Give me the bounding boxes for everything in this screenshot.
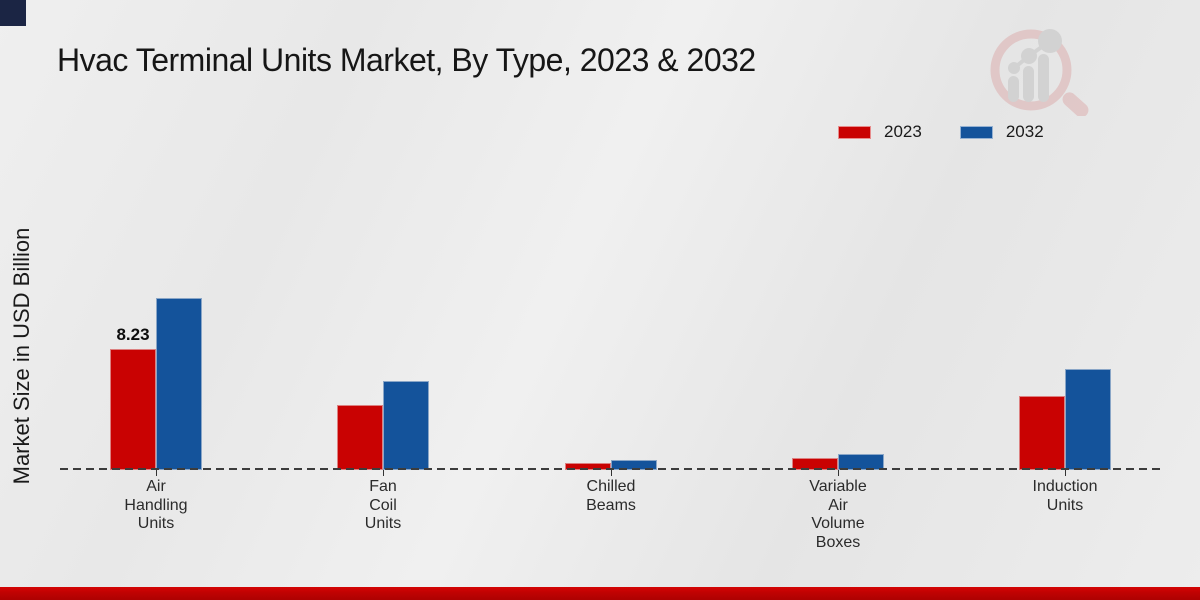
bar-2032-fan-coil-units: [383, 381, 429, 470]
bar-2023-air-handling-units: [110, 349, 156, 470]
legend-label-2023: 2023: [884, 122, 922, 141]
legend-swatch-2023: [838, 125, 871, 139]
bar-2032-air-handling-units: [156, 298, 202, 470]
legend: 2023 2032: [838, 118, 1044, 146]
bar-value-label: 8.23: [116, 325, 150, 344]
x-axis-category-label-variable-air-volume-boxes: Variable Air Volume Boxes: [809, 478, 867, 551]
x-axis-category-label-chilled-beams: Chilled Beams: [586, 478, 636, 514]
legend-swatch-2032: [959, 125, 993, 139]
legend-item-2032: 2032: [959, 122, 1044, 142]
legend-label-2032: 2032: [1005, 122, 1044, 141]
bar-2023-fan-coil-units: [337, 405, 383, 470]
x-axis-category-label-air-handling-units: Air Handling Units: [124, 478, 188, 532]
x-axis-category-label-fan-coil-units: Fan Coil Units: [364, 478, 402, 532]
magnifier-bar-chart-icon: [990, 29, 1089, 118]
bottom-accent-bar: [0, 587, 1200, 600]
x-axis-baseline: [60, 468, 1160, 470]
x-axis-tick-variable-air-volume-boxes: [838, 470, 839, 476]
chart-title: Hvac Terminal Units Market, By Type, 202…: [57, 42, 756, 78]
brand-watermark: [983, 24, 1093, 121]
x-axis-tick-air-handling-units: [156, 470, 157, 476]
corner-accent-square: [0, 0, 26, 26]
x-axis-tick-fan-coil-units: [383, 470, 384, 476]
legend-item-2023: 2023: [838, 122, 922, 142]
x-axis-tick-induction-units: [1065, 470, 1066, 476]
x-axis-tick-chilled-beams: [611, 470, 612, 476]
x-axis-category-label-induction-units: Induction Units: [1032, 478, 1098, 514]
bar-2032-induction-units: [1065, 369, 1111, 470]
bar-2023-induction-units: [1019, 396, 1065, 470]
